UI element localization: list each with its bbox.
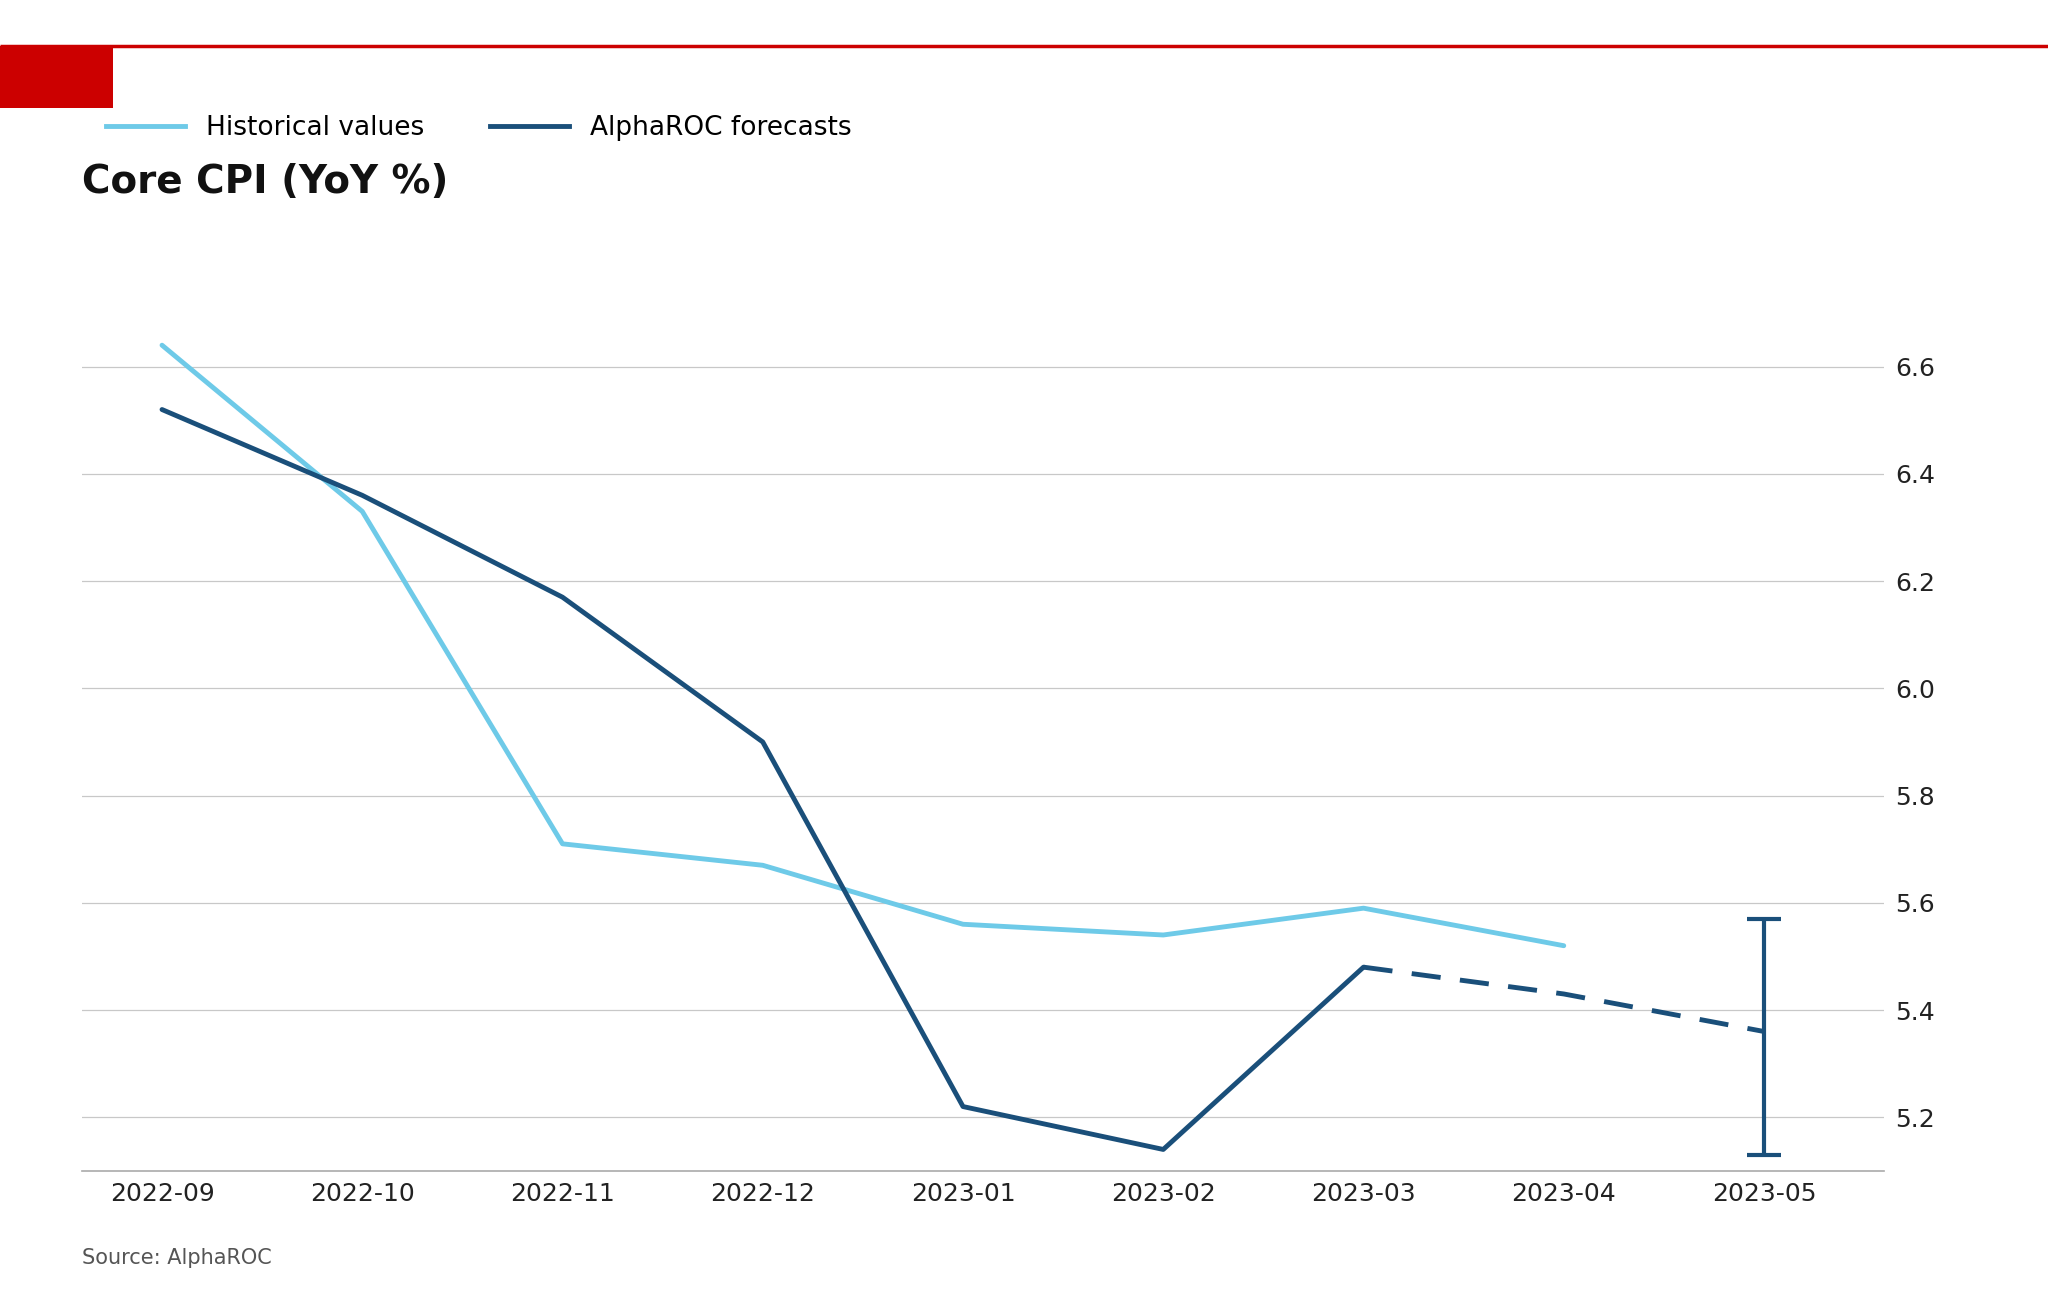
Text: Source: AlphaROC: Source: AlphaROC	[82, 1249, 272, 1268]
Legend: Historical values, AlphaROC forecasts: Historical values, AlphaROC forecasts	[94, 105, 862, 152]
Text: Core CPI (YoY %): Core CPI (YoY %)	[82, 163, 449, 200]
